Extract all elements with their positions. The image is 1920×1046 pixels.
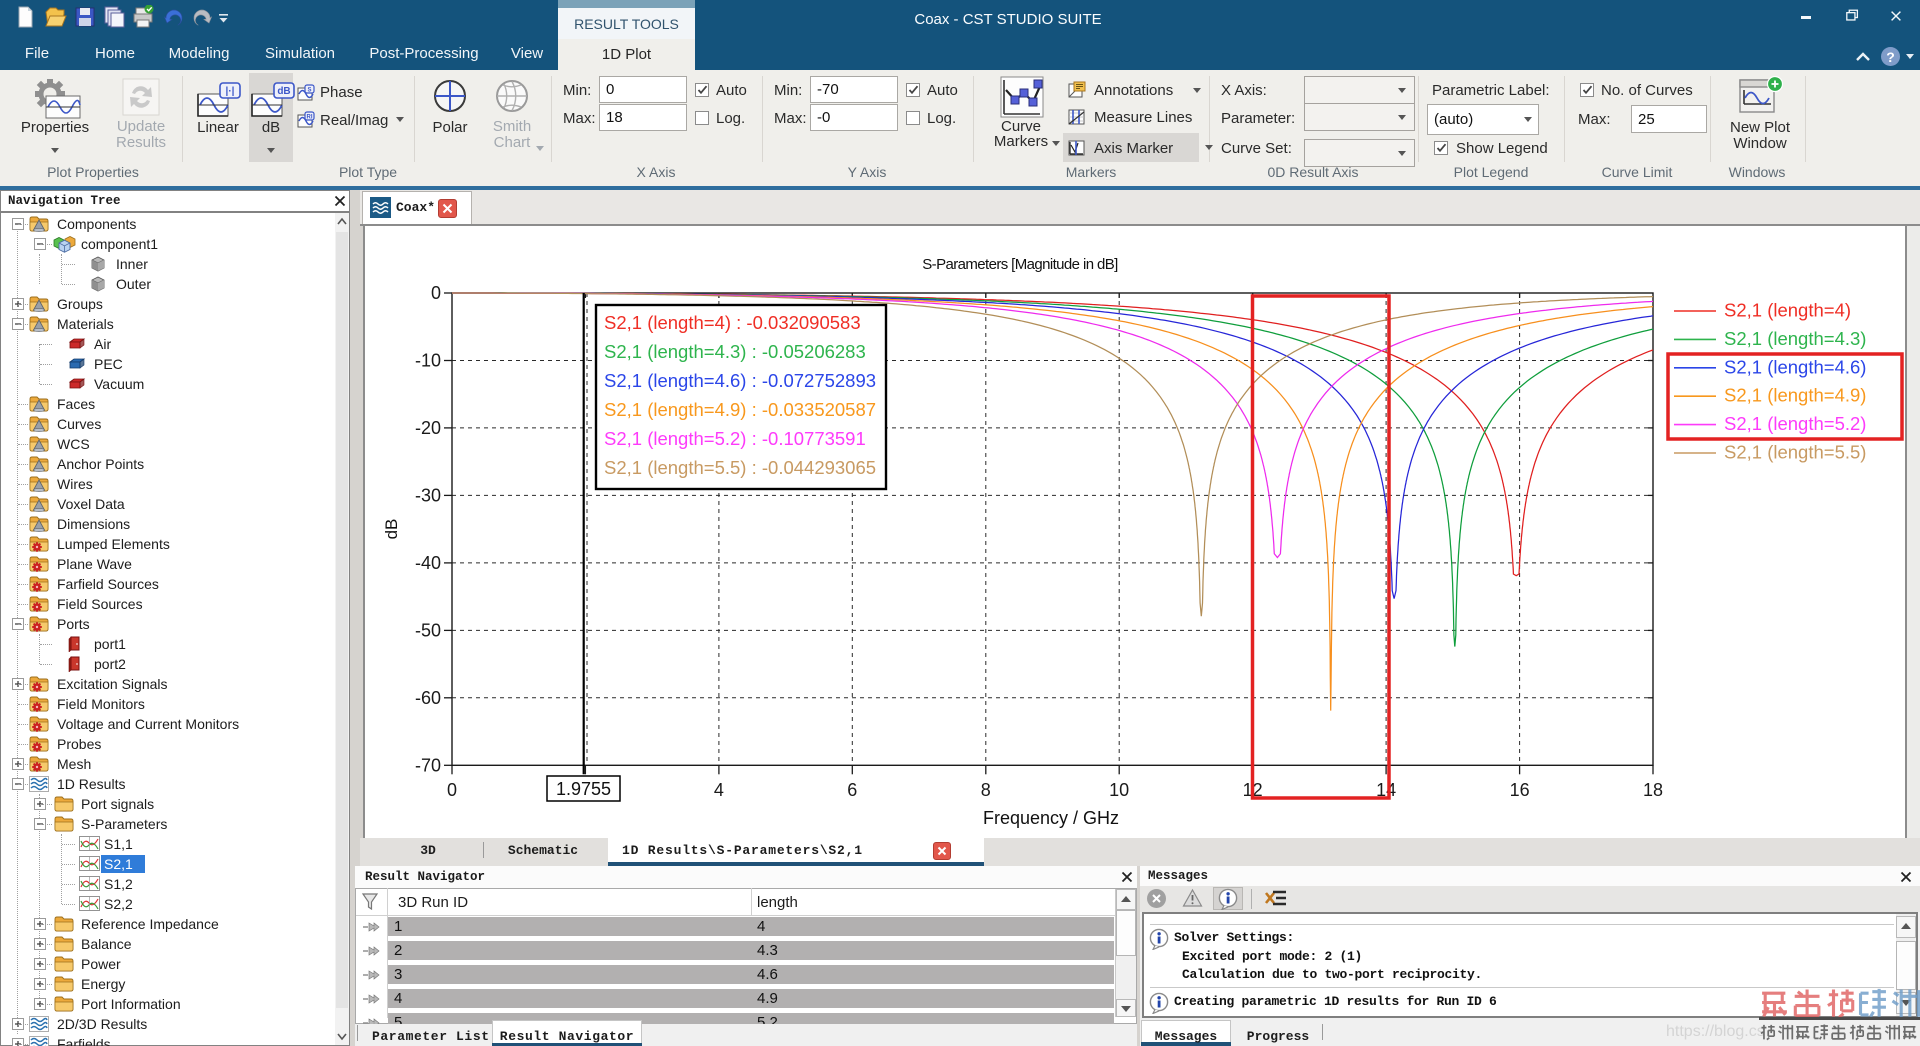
svg-text:RI: RI [307, 115, 313, 121]
svg-text:S2,1 (length=4): S2,1 (length=4) [1724, 300, 1851, 321]
svg-text:S2,1 (length=4.3) : -0.0520628: S2,1 (length=4.3) : -0.05206283 [604, 341, 866, 362]
svg-text:6: 6 [847, 780, 857, 800]
svg-text:10: 10 [1109, 780, 1129, 800]
svg-text:S2,1 (length=4.6): S2,1 (length=4.6) [1724, 356, 1866, 377]
svg-text:14: 14 [1376, 780, 1396, 800]
svg-text:4: 4 [714, 780, 724, 800]
svg-text:S2,1 (length=4.6) : -0.0727528: S2,1 (length=4.6) : -0.072752893 [604, 370, 876, 391]
svg-text:S2,1 (length=4.3): S2,1 (length=4.3) [1724, 328, 1866, 349]
svg-text:S2,1 (length=4) : -0.032090583: S2,1 (length=4) : -0.032090583 [604, 312, 861, 333]
svg-text:-60: -60 [415, 688, 441, 708]
svg-text:dB: dB [382, 519, 401, 540]
svg-text:0: 0 [447, 780, 457, 800]
svg-text:S-Parameters [Magnitude in dB]: S-Parameters [Magnitude in dB] [922, 256, 1118, 273]
svg-text:-70: -70 [415, 755, 441, 775]
svg-text:S2,1 (length=4.9): S2,1 (length=4.9) [1724, 385, 1866, 406]
svg-text:S2,1 (length=4.9) : -0.0335205: S2,1 (length=4.9) : -0.033520587 [604, 399, 876, 420]
svg-text:16: 16 [1510, 780, 1530, 800]
svg-text:8: 8 [981, 780, 991, 800]
svg-text:0: 0 [431, 283, 441, 303]
svg-text:S2,1 (length=5.5): S2,1 (length=5.5) [1724, 442, 1866, 463]
svg-text:S2,1 (length=5.2) : -0.1077359: S2,1 (length=5.2) : -0.10773591 [604, 428, 866, 449]
svg-text:-20: -20 [415, 418, 441, 438]
svg-text:-30: -30 [415, 485, 441, 505]
svg-text:1.9755: 1.9755 [556, 779, 611, 799]
svg-text:S2,1 (length=5.5) : -0.0442930: S2,1 (length=5.5) : -0.044293065 [604, 457, 876, 478]
svg-text:-10: -10 [415, 351, 441, 371]
svg-text:18: 18 [1643, 780, 1663, 800]
svg-text:-40: -40 [415, 553, 441, 573]
svg-text:dB: dB [277, 86, 290, 97]
svg-text:|·|: |·| [226, 86, 235, 97]
svg-text:S2,1 (length=5.2): S2,1 (length=5.2) [1724, 413, 1866, 434]
svg-text:S: S [307, 88, 311, 94]
svg-text:-50: -50 [415, 620, 441, 640]
svg-text:Frequency / GHz: Frequency / GHz [983, 808, 1119, 828]
